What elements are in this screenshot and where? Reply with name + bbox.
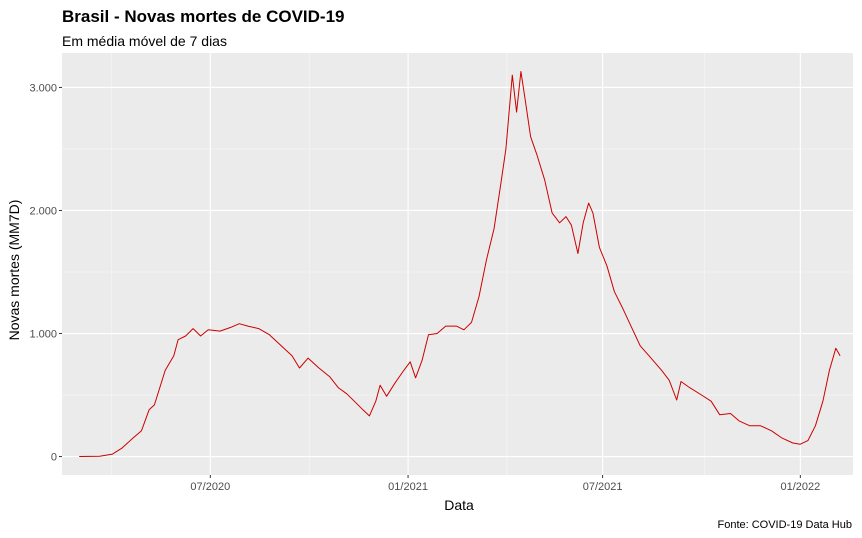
x-tick-label: 01/2022: [780, 481, 820, 493]
plot-panel: [62, 53, 853, 475]
x-tick-label: 07/2021: [583, 481, 623, 493]
series-line: [79, 71, 841, 457]
x-axis-title: Data: [444, 497, 474, 513]
y-axis-title: Novas mortes (MM7D): [6, 200, 22, 341]
major-gridlines: [62, 53, 853, 475]
y-tick-label: 0: [51, 452, 57, 464]
x-tick-label: 07/2020: [190, 481, 230, 493]
y-axis: 0 1.000 2.000 3.000: [29, 82, 62, 464]
y-tick-label: 1.000: [29, 329, 57, 341]
chart-subtitle: Em média móvel de 7 dias: [62, 33, 227, 49]
minor-gridlines: [62, 53, 853, 475]
caption: Fonte: COVID-19 Data Hub: [717, 519, 852, 531]
y-tick-label: 3.000: [29, 82, 57, 94]
x-axis: 07/2020 01/2021 07/2021 01/2022: [190, 475, 820, 493]
series-layer: [79, 71, 841, 457]
chart-title: Brasil - Novas mortes de COVID-19: [62, 7, 344, 26]
y-tick-label: 2.000: [29, 205, 57, 217]
x-tick-label: 01/2021: [388, 481, 428, 493]
